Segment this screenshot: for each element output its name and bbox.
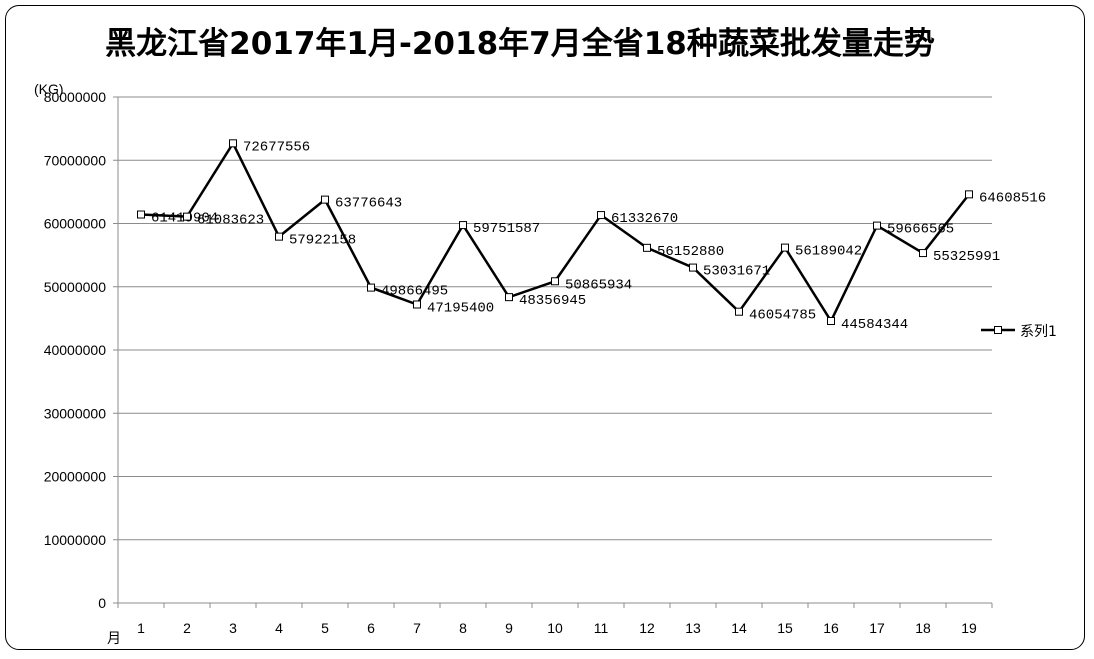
data-point-marker <box>275 232 283 241</box>
data-label: 56189042 <box>795 244 862 260</box>
data-point-marker <box>459 221 467 230</box>
x-tick-label: 11 <box>594 620 609 636</box>
gridlines <box>113 96 992 604</box>
x-tick-label: 17 <box>869 620 885 636</box>
y-tick-label: 0 <box>98 595 106 611</box>
x-tick-label: 7 <box>413 620 421 636</box>
data-point-marker <box>551 277 559 286</box>
data-label: 61083623 <box>197 213 264 229</box>
data-point-marker <box>689 263 697 272</box>
data-label: 64608516 <box>979 190 1046 206</box>
x-tick-label: 9 <box>505 620 513 636</box>
x-tick-label: 1 <box>137 620 145 636</box>
data-label: 61332670 <box>611 211 678 227</box>
y-tick-label: 70000000 <box>44 152 107 168</box>
x-tick-label: 5 <box>321 620 329 636</box>
data-point-marker <box>505 293 513 302</box>
y-tick-label: 80000000 <box>44 89 107 105</box>
data-label: 63776643 <box>335 196 402 212</box>
data-point-marker <box>597 211 605 220</box>
data-label: 57922158 <box>289 233 356 249</box>
y-tick-label: 40000000 <box>44 342 107 358</box>
axes <box>117 97 993 608</box>
data-point-marker <box>643 243 651 252</box>
x-tick-label: 19 <box>961 620 977 636</box>
data-point-marker <box>321 195 329 204</box>
data-point-marker <box>735 307 743 316</box>
x-tick-label: 18 <box>915 620 931 636</box>
x-tick-label: 2 <box>183 620 191 636</box>
x-tick-label: 12 <box>639 620 655 636</box>
x-tick-labels: 1 2 3 4 5 6 7 8 9 10 11 12 13 14 15 16 17 18 19 <box>137 620 977 636</box>
y-axis-unit: (KG) <box>34 81 64 97</box>
x-tick-label: 14 <box>731 620 747 636</box>
x-tick-label: 6 <box>367 620 375 636</box>
y-tick-label: 50000000 <box>44 279 107 295</box>
data-label: 59666565 <box>887 222 954 238</box>
x-tick-label: 4 <box>275 620 283 636</box>
data-label: 49866495 <box>381 284 448 300</box>
data-point-marker <box>413 300 421 309</box>
y-tick-label: 10000000 <box>44 532 107 548</box>
x-tick-label: 15 <box>777 620 793 636</box>
data-label: 46054785 <box>749 308 816 324</box>
data-label: 47195400 <box>427 300 494 316</box>
data-label: 56152880 <box>657 244 724 260</box>
x-tick-label: 16 <box>823 620 839 636</box>
y-tick-labels: 0 10000000 20000000 30000000 40000000 5000000… <box>44 89 107 611</box>
data-point-marker <box>137 210 145 219</box>
x-tick-label: 8 <box>459 620 467 636</box>
x-axis-unit: 月 <box>107 630 121 646</box>
y-tick-label: 60000000 <box>44 216 107 232</box>
data-label: 44584344 <box>841 317 908 333</box>
y-tick-label: 30000000 <box>44 405 107 421</box>
data-label: 50865934 <box>565 277 632 293</box>
series-group: 6141990461083623726775565792215863776643… <box>137 139 1046 333</box>
data-label: 53031671 <box>703 264 770 280</box>
data-point-marker <box>367 283 375 292</box>
y-tick-label: 20000000 <box>44 469 107 485</box>
legend-label: 系列1 <box>1020 324 1057 340</box>
data-label: 48356945 <box>519 293 586 309</box>
data-point-marker <box>827 317 835 326</box>
data-point-marker <box>781 243 789 252</box>
data-point-marker <box>183 212 191 221</box>
chart-title: 黑龙江省2017年1月-2018年7月全省18种蔬菜批发量走势 <box>105 26 935 62</box>
x-tick-label: 10 <box>547 620 563 636</box>
legend-marker <box>994 326 1002 334</box>
legend: 系列1 <box>981 324 1057 340</box>
data-label: 55325991 <box>933 249 1000 265</box>
chart-frame <box>5 5 1085 650</box>
data-point-marker <box>919 249 927 258</box>
x-tick-label: 3 <box>229 620 237 636</box>
data-point-marker <box>229 139 237 148</box>
data-label: 72677556 <box>243 139 310 155</box>
data-point-marker <box>965 190 973 199</box>
data-label: 59751587 <box>473 221 540 237</box>
x-tick-label: 13 <box>685 620 701 636</box>
data-point-marker <box>873 221 881 230</box>
